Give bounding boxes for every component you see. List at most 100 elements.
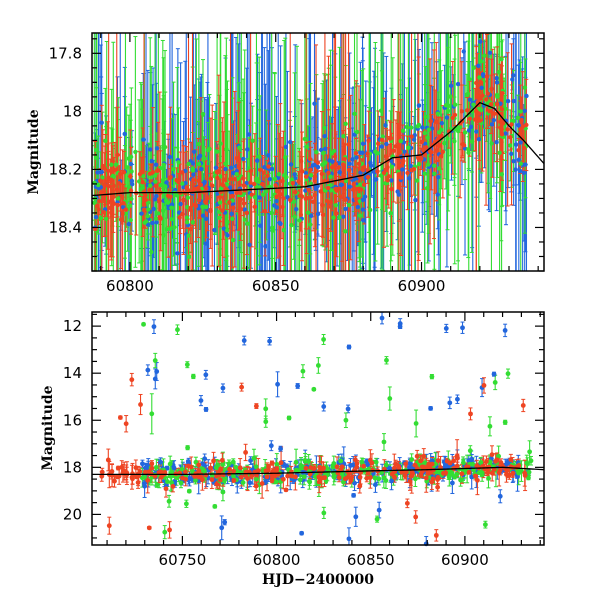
data-point	[221, 226, 227, 231]
data-point	[169, 205, 174, 211]
data-point	[383, 123, 388, 128]
data-point	[303, 174, 309, 179]
data-point	[223, 166, 228, 172]
data-point	[315, 211, 321, 217]
data-point	[398, 138, 403, 144]
data-point	[523, 162, 528, 167]
data-point	[203, 199, 208, 205]
data-point	[302, 136, 308, 142]
data-point	[143, 197, 148, 202]
data-point	[416, 162, 422, 167]
data-point	[220, 182, 225, 187]
data-point	[191, 177, 196, 183]
data-point	[409, 167, 414, 173]
data-point	[289, 177, 295, 182]
data-point	[199, 166, 204, 172]
data-point	[427, 149, 433, 154]
data-point	[280, 178, 285, 184]
data-point	[200, 213, 206, 218]
data-point	[432, 163, 437, 168]
data-point	[186, 233, 191, 238]
data-point	[202, 156, 207, 161]
data-point	[385, 178, 390, 183]
data-point	[217, 200, 223, 205]
data-point	[276, 175, 281, 181]
data-point	[483, 97, 489, 102]
data-point	[145, 214, 150, 219]
data-point	[298, 212, 304, 217]
data-point	[445, 108, 451, 114]
data-point	[96, 182, 101, 188]
data-point	[281, 228, 287, 233]
x-tick-label: 60800	[106, 277, 154, 295]
data-point	[452, 102, 458, 107]
data-point	[120, 195, 125, 200]
data-point	[459, 119, 465, 124]
data-point	[258, 167, 263, 173]
data-point	[492, 111, 497, 117]
data-point	[524, 93, 529, 99]
data-point	[411, 137, 417, 142]
data-point	[169, 202, 175, 207]
data-point	[386, 174, 392, 179]
y-tick-label: 17.8	[49, 44, 82, 62]
data-point	[186, 161, 191, 167]
data-point	[139, 169, 144, 175]
data-point	[160, 178, 166, 183]
data-point	[252, 181, 257, 187]
data-point	[516, 147, 521, 153]
data-point	[328, 174, 333, 179]
data-point	[229, 211, 234, 217]
data-point	[337, 170, 342, 175]
data-point	[249, 192, 254, 197]
data-point	[405, 170, 410, 176]
data-point	[230, 193, 235, 199]
data-point	[425, 135, 430, 140]
data-point	[488, 102, 494, 107]
data-point	[153, 216, 159, 221]
data-point	[113, 162, 119, 167]
data-point	[389, 164, 395, 169]
data-point	[461, 49, 466, 54]
data-point	[245, 221, 250, 226]
data-point	[256, 179, 261, 184]
data-point	[217, 215, 222, 221]
data-point	[522, 85, 528, 90]
data-point	[202, 179, 207, 185]
data-point	[312, 101, 317, 106]
data-point	[190, 161, 196, 166]
data-point	[280, 204, 285, 210]
data-point	[425, 186, 430, 191]
x-tick-label: 60850	[252, 277, 300, 295]
data-point	[480, 93, 485, 98]
data-point	[328, 182, 333, 188]
data-point	[340, 162, 346, 167]
data-point	[208, 208, 213, 214]
data-point	[225, 233, 230, 238]
data-point	[208, 176, 214, 181]
data-point	[212, 227, 217, 233]
data-point	[332, 164, 337, 169]
data-point	[103, 138, 108, 143]
data-point	[422, 130, 428, 136]
data-point	[341, 166, 346, 171]
data-point	[477, 75, 482, 80]
data-point	[94, 155, 99, 160]
data-point	[352, 111, 357, 116]
data-point	[101, 196, 107, 202]
data-point	[103, 216, 109, 221]
data-point	[180, 211, 185, 217]
data-point	[242, 207, 248, 212]
data-point	[400, 128, 406, 134]
data-point	[313, 169, 319, 174]
data-point	[518, 131, 523, 136]
data-point	[272, 176, 278, 182]
data-point	[477, 96, 483, 101]
data-point	[416, 103, 422, 108]
data-point	[310, 163, 316, 168]
data-point	[136, 179, 142, 184]
data-point	[128, 174, 133, 179]
data-point	[428, 118, 433, 124]
data-point	[518, 168, 523, 174]
